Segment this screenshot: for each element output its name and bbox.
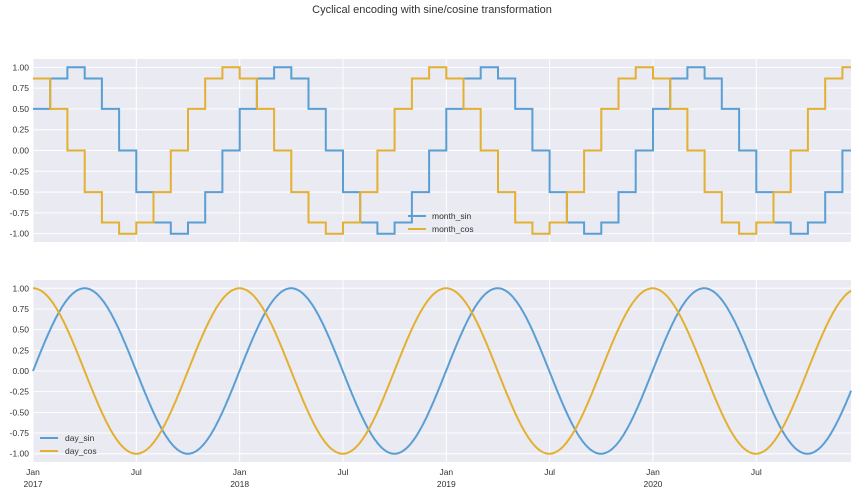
y-tick-label: 0.75 bbox=[12, 83, 29, 93]
legend-label-day-sin: day_sin bbox=[65, 433, 95, 443]
x-tick-year-label: 2017 bbox=[24, 479, 43, 489]
y-tick-label: 1.00 bbox=[12, 62, 29, 72]
legend: day_sin day_cos bbox=[40, 433, 97, 456]
x-tick-label: Jul bbox=[131, 467, 142, 477]
x-tick-label: Jan bbox=[646, 467, 660, 477]
series-line-day-cos bbox=[33, 287, 852, 455]
y-tick-label: -1.00 bbox=[10, 449, 30, 459]
series-line-month-cos bbox=[33, 66, 851, 235]
x-tick-label: Jan bbox=[233, 467, 247, 477]
y-tick-label: -0.75 bbox=[10, 208, 30, 218]
x-tick-year-label: 2018 bbox=[230, 479, 249, 489]
x-tick-year-label: 2020 bbox=[643, 479, 662, 489]
chart-title: Cyclical encoding with sine/cosine trans… bbox=[312, 4, 552, 16]
y-tick-label: 0.25 bbox=[12, 125, 29, 135]
legend-label-month-sin: month_sin bbox=[432, 211, 471, 221]
y-tick-label: 0.00 bbox=[12, 146, 29, 156]
x-tick-label: Jan bbox=[26, 467, 40, 477]
top-panel-month-encoding: 1.00 0.75 0.50 0.25 0.00 -0.25 -0.50 -0.75 -1.00… bbox=[10, 59, 851, 242]
y-tick-label: 0.50 bbox=[12, 104, 29, 114]
x-tick-year-label: 2019 bbox=[437, 479, 456, 489]
y-tick-label: -0.25 bbox=[10, 387, 30, 397]
y-tick-label: 0.50 bbox=[12, 325, 29, 335]
y-tick-label: -0.50 bbox=[10, 407, 30, 417]
series-line-day-sin bbox=[32, 287, 852, 455]
y-tick-label: 1.00 bbox=[12, 283, 29, 293]
y-tick-label: -1.00 bbox=[10, 229, 30, 239]
x-tick-label: Jul bbox=[338, 467, 349, 477]
y-tick-label: -0.75 bbox=[10, 428, 30, 438]
legend-label-day-cos: day_cos bbox=[65, 446, 97, 456]
x-tick-label: Jul bbox=[751, 467, 762, 477]
y-tick-label: 0.25 bbox=[12, 345, 29, 355]
bottom-panel-day-encoding: 1.00 0.75 0.50 0.25 0.00 -0.25 -0.50 -0.75 -1.00… bbox=[10, 280, 852, 489]
x-tick-label: Jan bbox=[439, 467, 453, 477]
y-tick-label: -0.50 bbox=[10, 187, 30, 197]
legend: month_sin month_cos bbox=[408, 211, 474, 234]
y-tick-label: 0.00 bbox=[12, 366, 29, 376]
y-tick-label: -0.25 bbox=[10, 166, 30, 176]
series-line-month-sin bbox=[33, 66, 851, 235]
x-tick-label: Jul bbox=[544, 467, 555, 477]
y-tick-label: 0.75 bbox=[12, 304, 29, 314]
legend-label-month-cos: month_cos bbox=[432, 224, 474, 234]
